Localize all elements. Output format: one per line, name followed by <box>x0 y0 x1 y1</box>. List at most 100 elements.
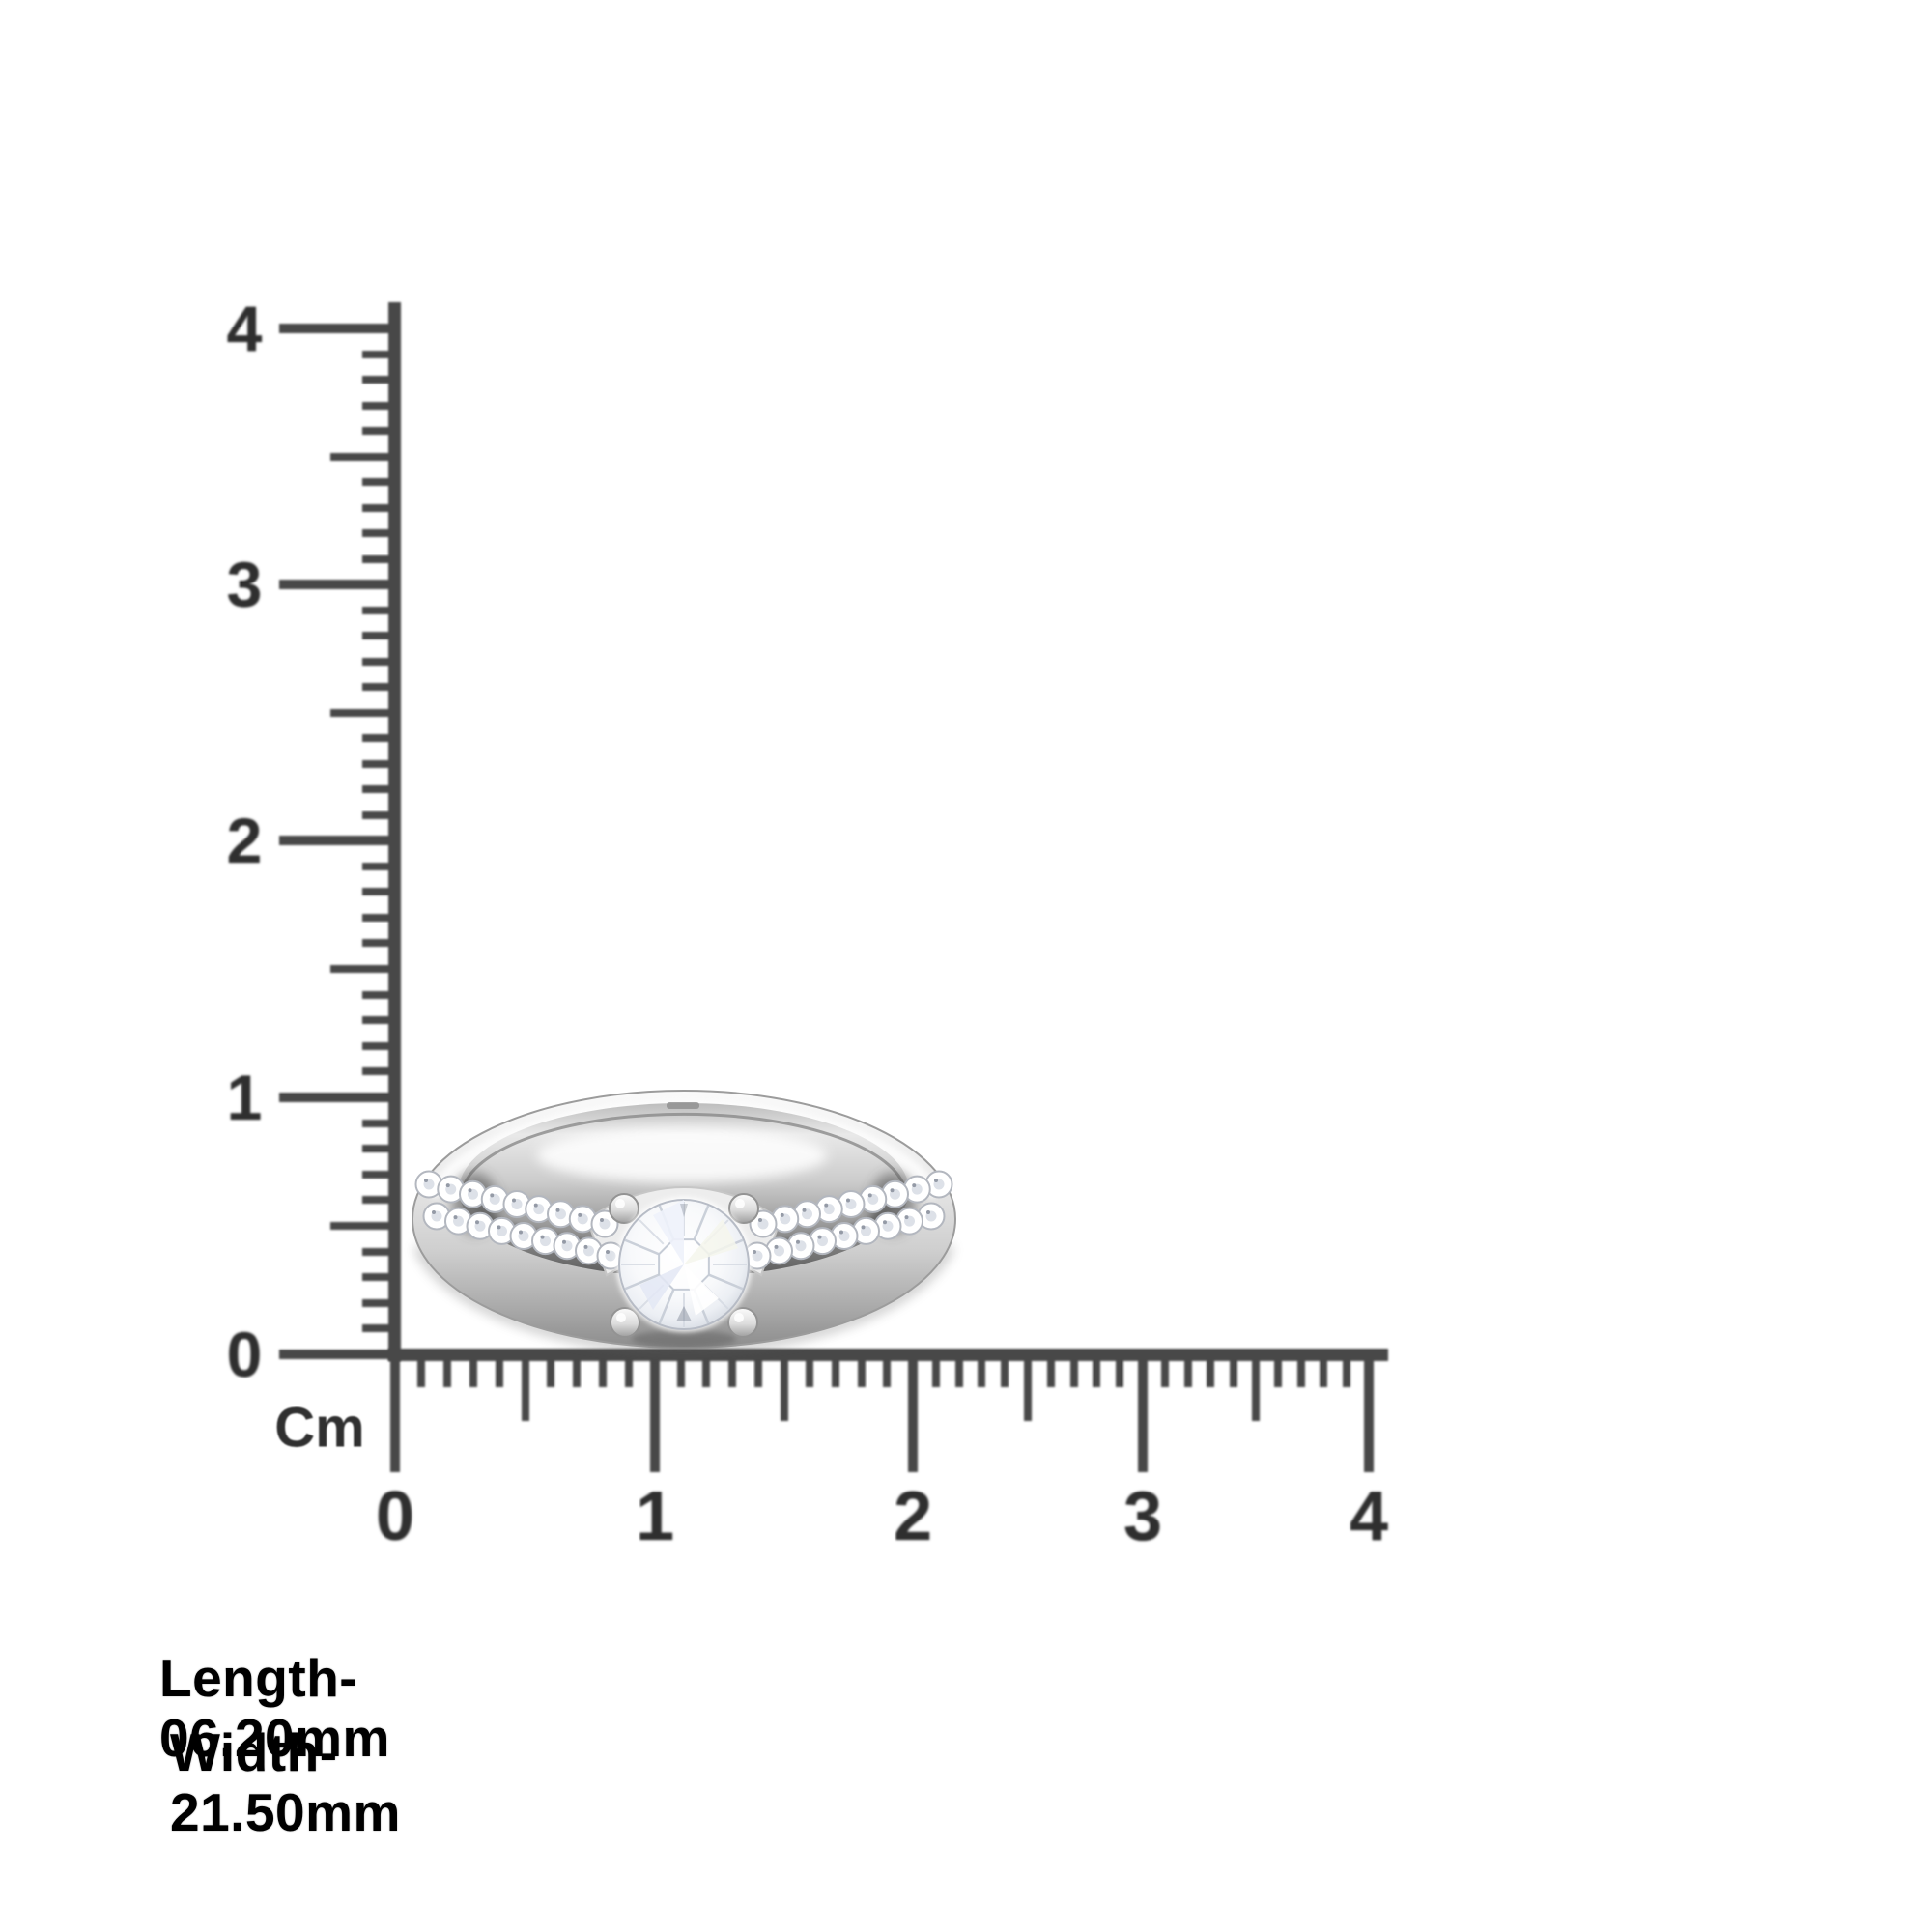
prong-highlight <box>616 1313 626 1322</box>
horizontal-minor-tick <box>806 1349 814 1387</box>
vertical-minor-tick <box>362 888 401 896</box>
pave-stone-sparkle <box>758 1218 762 1222</box>
pave-stone-sparkle <box>497 1225 501 1230</box>
length-label: Length-06.20mm <box>159 1648 390 1768</box>
vertical-cm-tick <box>279 580 401 589</box>
horizontal-minor-tick <box>831 1349 839 1387</box>
horizontal-tick-label: 3 <box>1122 1478 1163 1555</box>
vertical-minor-tick <box>362 401 401 410</box>
horizontal-minor-tick <box>547 1349 555 1387</box>
hallmark-mark <box>667 1102 699 1109</box>
pave-diamond-rows <box>414 1170 953 1270</box>
diamond-glint <box>684 1264 719 1316</box>
vertical-tick-label: 3 <box>226 549 263 620</box>
pave-stone-sparkle <box>445 1183 450 1188</box>
pave-stone-sparkle <box>555 1208 560 1212</box>
vertical-cm-tick <box>279 1350 401 1359</box>
horizontal-minor-tick <box>1046 1349 1055 1387</box>
horizontal-minor-tick <box>1229 1349 1237 1387</box>
vertical-minor-tick <box>362 913 401 922</box>
prong <box>728 1193 759 1224</box>
opening-top-edge <box>462 1112 906 1187</box>
pave-stone-sparkle <box>468 1188 472 1193</box>
width-label: Width-21.50mm <box>170 1722 401 1842</box>
horizontal-cm-tick <box>1138 1349 1148 1472</box>
horizontal-minor-tick <box>442 1349 451 1387</box>
pave-stone-sparkle <box>912 1183 917 1188</box>
horizontal-minor-tick <box>1093 1349 1101 1387</box>
horizontal-minor-tick <box>1252 1349 1260 1421</box>
ring-photo <box>412 1090 956 1353</box>
horizontal-minor-tick <box>1320 1349 1328 1387</box>
vertical-tick-label: 2 <box>226 805 263 876</box>
vertical-minor-tick <box>362 939 401 948</box>
pave-stone-sparkle <box>824 1203 829 1208</box>
vertical-minor-tick <box>362 503 401 512</box>
vertical-minor-tick <box>362 1324 401 1333</box>
vertical-minor-tick <box>362 862 401 870</box>
prong <box>609 1193 639 1224</box>
vertical-minor-tick <box>362 1298 401 1307</box>
pave-stone-sparkle <box>780 1212 784 1217</box>
horizontal-cm-tick <box>390 1349 400 1472</box>
vertical-minor-tick <box>330 965 401 973</box>
horizontal-minor-tick <box>702 1349 711 1387</box>
horizontal-tick-label: 0 <box>375 1478 415 1555</box>
vertical-minor-tick <box>362 1170 401 1179</box>
vertical-minor-tick <box>362 759 401 768</box>
pave-stone-sparkle <box>796 1239 800 1244</box>
prong-highlight <box>615 1199 625 1208</box>
pave-stone-sparkle <box>533 1203 538 1208</box>
pave-stone-sparkle <box>519 1230 523 1235</box>
vertical-minor-tick <box>362 785 401 793</box>
horizontal-minor-tick <box>1274 1349 1283 1387</box>
pave-stone-sparkle <box>926 1210 930 1214</box>
horizontal-tick-label: 4 <box>1349 1478 1389 1555</box>
vertical-minor-tick <box>362 734 401 742</box>
diamond-facet-line <box>708 1273 744 1291</box>
prong-highlight <box>735 1199 745 1208</box>
horizontal-minor-tick <box>883 1349 892 1387</box>
vertical-minor-tick <box>362 1196 401 1205</box>
vertical-tick-label: 0 <box>226 1319 263 1390</box>
diamond-facet-line <box>658 1289 675 1324</box>
diamond-facet-line <box>639 1219 665 1245</box>
pave-stone-sparkle <box>774 1244 779 1249</box>
horizontal-tick-label: 1 <box>635 1478 675 1555</box>
horizontal-minor-tick <box>1161 1349 1170 1387</box>
pave-stone-sparkle <box>934 1179 938 1182</box>
horizontal-cm-tick <box>650 1349 660 1472</box>
vertical-minor-tick <box>362 990 401 999</box>
vertical-minor-tick <box>362 350 401 358</box>
vertical-minor-tick <box>362 1067 401 1076</box>
pave-stone-sparkle <box>867 1193 872 1198</box>
vertical-minor-tick <box>362 1247 401 1256</box>
pave-stone-sparkle <box>424 1179 428 1182</box>
vertical-minor-tick <box>330 708 401 717</box>
prong <box>727 1307 758 1338</box>
horizontal-minor-tick <box>931 1349 940 1387</box>
diamond-glint <box>653 1200 684 1264</box>
diamond-facet-line <box>693 1205 710 1240</box>
vertical-minor-tick <box>362 1119 401 1127</box>
horizontal-minor-tick <box>521 1349 529 1421</box>
pave-stone-sparkle <box>512 1198 516 1203</box>
prong <box>610 1307 640 1338</box>
horizontal-minor-tick <box>1207 1349 1215 1387</box>
vertical-minor-tick <box>362 1273 401 1282</box>
horizontal-minor-tick <box>954 1349 963 1387</box>
horizontal-minor-tick <box>1296 1349 1305 1387</box>
vertical-minor-tick <box>362 632 401 639</box>
horizontal-minor-tick <box>573 1349 582 1387</box>
diamond-dark-facet <box>676 1306 692 1321</box>
diamond-glint <box>639 1264 684 1310</box>
vertical-minor-tick <box>362 376 401 384</box>
diamond-dark-facet <box>680 1204 688 1217</box>
horizontal-minor-tick <box>1116 1349 1124 1387</box>
horizontal-tick-label: 2 <box>893 1478 933 1555</box>
vertical-minor-tick <box>330 1222 401 1230</box>
diamond-facet-line <box>624 1273 660 1291</box>
vertical-minor-tick <box>362 427 401 435</box>
